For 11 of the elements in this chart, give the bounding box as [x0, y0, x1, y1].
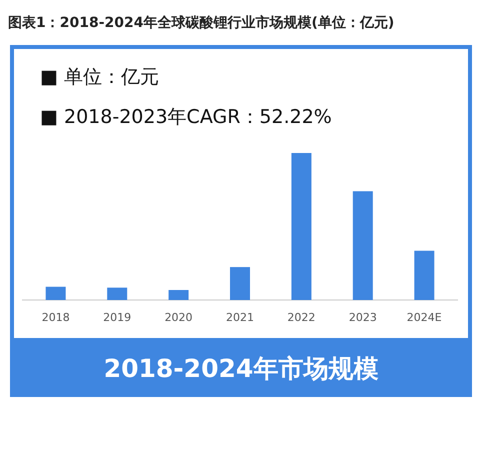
x-tick-label: 2019	[103, 311, 132, 324]
text: 2018-2024年市场规模	[104, 354, 378, 383]
text: ■ 单位：亿元	[40, 66, 159, 88]
x-tick-label: 2023	[348, 311, 377, 324]
chart-title: 图表1：2018-2024年全球碳酸锂行业市场规模(单位：亿元)	[8, 14, 394, 31]
x-tick-label: 2021	[226, 311, 254, 324]
text: ■ 2018-2023年CAGR：52.22%	[40, 106, 332, 128]
x-tick-label: 2020	[164, 311, 193, 324]
x-tick-label: 2024E	[406, 311, 442, 324]
x-tick-label: 2018	[42, 311, 70, 324]
x-tick-label: 2022	[287, 311, 316, 324]
